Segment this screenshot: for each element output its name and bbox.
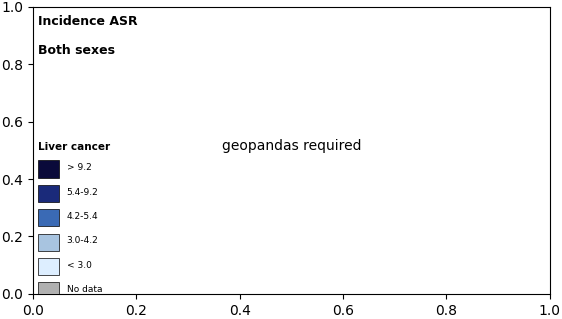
Text: < 3.0: < 3.0 bbox=[67, 261, 92, 270]
FancyBboxPatch shape bbox=[38, 234, 59, 251]
FancyBboxPatch shape bbox=[38, 209, 59, 226]
Text: No data: No data bbox=[67, 285, 102, 294]
Text: Liver cancer: Liver cancer bbox=[38, 142, 110, 152]
Text: 4.2-5.4: 4.2-5.4 bbox=[67, 212, 98, 221]
Text: 3.0-4.2: 3.0-4.2 bbox=[67, 236, 98, 245]
Text: > 9.2: > 9.2 bbox=[67, 163, 92, 172]
FancyBboxPatch shape bbox=[38, 160, 59, 178]
Text: Both sexes: Both sexes bbox=[38, 44, 115, 57]
FancyBboxPatch shape bbox=[38, 282, 59, 300]
FancyBboxPatch shape bbox=[38, 185, 59, 202]
Text: 5.4-9.2: 5.4-9.2 bbox=[67, 188, 98, 197]
FancyBboxPatch shape bbox=[38, 258, 59, 275]
Text: Incidence ASR: Incidence ASR bbox=[38, 16, 138, 28]
Text: geopandas required: geopandas required bbox=[221, 139, 361, 153]
